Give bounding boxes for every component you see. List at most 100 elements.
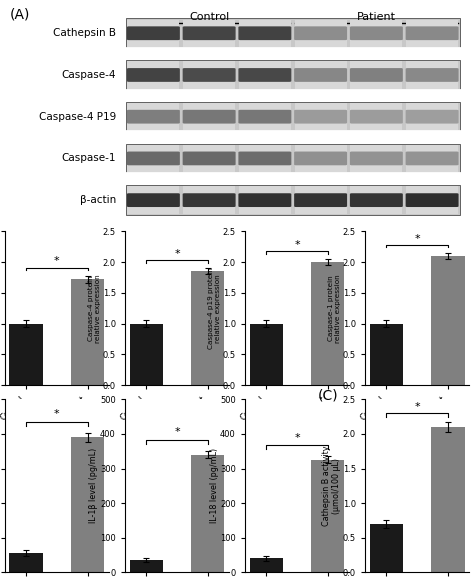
Bar <box>370 524 403 572</box>
Bar <box>239 20 291 47</box>
Text: Caspase-4 P19: Caspase-4 P19 <box>39 112 116 122</box>
Bar <box>126 102 460 131</box>
Text: *: * <box>414 402 420 412</box>
Bar <box>406 61 458 88</box>
Bar <box>239 144 291 172</box>
Bar <box>183 144 235 172</box>
FancyBboxPatch shape <box>294 151 347 165</box>
FancyBboxPatch shape <box>182 193 236 207</box>
Bar <box>191 271 224 385</box>
FancyBboxPatch shape <box>182 68 236 82</box>
FancyBboxPatch shape <box>350 68 403 82</box>
Bar <box>128 61 179 88</box>
Bar <box>350 187 402 214</box>
FancyBboxPatch shape <box>406 193 458 207</box>
Bar <box>71 438 104 572</box>
FancyBboxPatch shape <box>127 110 180 124</box>
Text: β-actin: β-actin <box>80 195 116 205</box>
Bar <box>239 187 291 214</box>
Y-axis label: Caspase-1 protein
relative expression: Caspase-1 protein relative expression <box>328 274 341 343</box>
Bar <box>431 256 465 385</box>
Y-axis label: Cathepsin B activity
(μmol/100 μL): Cathepsin B activity (μmol/100 μL) <box>322 446 341 526</box>
Text: *: * <box>54 409 60 420</box>
Bar <box>128 103 179 131</box>
Bar <box>250 558 283 572</box>
Text: *: * <box>54 257 60 266</box>
FancyBboxPatch shape <box>238 27 292 40</box>
Bar <box>71 279 104 385</box>
Bar <box>183 20 235 47</box>
Bar <box>183 61 235 88</box>
Bar <box>9 553 43 572</box>
Y-axis label: Caspase-4 protein
relative expression: Caspase-4 protein relative expression <box>88 274 101 343</box>
FancyBboxPatch shape <box>294 110 347 124</box>
Bar <box>126 60 460 90</box>
Bar <box>295 103 346 131</box>
Bar <box>129 324 163 385</box>
Bar <box>295 187 346 214</box>
FancyBboxPatch shape <box>294 27 347 40</box>
Bar <box>129 560 163 572</box>
Bar <box>406 187 458 214</box>
FancyBboxPatch shape <box>350 27 403 40</box>
Bar <box>128 144 179 172</box>
Text: (A): (A) <box>9 8 30 22</box>
FancyBboxPatch shape <box>127 27 180 40</box>
FancyBboxPatch shape <box>182 110 236 124</box>
Bar <box>9 324 43 385</box>
Bar <box>295 20 346 47</box>
FancyBboxPatch shape <box>127 151 180 165</box>
FancyBboxPatch shape <box>294 68 347 82</box>
FancyBboxPatch shape <box>406 27 458 40</box>
FancyBboxPatch shape <box>294 193 347 207</box>
Bar <box>295 144 346 172</box>
FancyBboxPatch shape <box>238 193 292 207</box>
Bar <box>239 103 291 131</box>
FancyBboxPatch shape <box>182 27 236 40</box>
FancyBboxPatch shape <box>238 68 292 82</box>
Bar <box>239 61 291 88</box>
Y-axis label: IL-18 level (pg/mL): IL-18 level (pg/mL) <box>210 448 219 523</box>
Bar <box>295 61 346 88</box>
Bar <box>431 427 465 572</box>
Bar <box>126 186 460 215</box>
Text: (C): (C) <box>318 389 338 403</box>
Bar <box>370 324 403 385</box>
Y-axis label: Caspase-4 p19 protein
relative expression: Caspase-4 p19 protein relative expressio… <box>208 268 221 349</box>
FancyBboxPatch shape <box>127 193 180 207</box>
FancyBboxPatch shape <box>182 151 236 165</box>
Y-axis label: IL-1β level (pg/mL): IL-1β level (pg/mL) <box>90 448 99 524</box>
FancyBboxPatch shape <box>406 151 458 165</box>
FancyBboxPatch shape <box>350 110 403 124</box>
FancyBboxPatch shape <box>350 193 403 207</box>
Text: Patient: Patient <box>357 12 396 22</box>
FancyBboxPatch shape <box>350 151 403 165</box>
Bar <box>128 187 179 214</box>
Bar <box>350 144 402 172</box>
FancyBboxPatch shape <box>406 68 458 82</box>
Bar <box>406 103 458 131</box>
Text: Caspase-4: Caspase-4 <box>62 70 116 80</box>
Text: Control: Control <box>189 12 229 22</box>
FancyBboxPatch shape <box>127 68 180 82</box>
Bar <box>311 460 345 572</box>
Bar <box>406 20 458 47</box>
Text: *: * <box>174 249 180 259</box>
FancyBboxPatch shape <box>238 151 292 165</box>
Text: Caspase-1: Caspase-1 <box>62 153 116 164</box>
Bar <box>126 143 460 173</box>
Text: *: * <box>174 427 180 438</box>
Bar <box>183 103 235 131</box>
Bar <box>191 455 224 572</box>
Bar <box>128 20 179 47</box>
FancyBboxPatch shape <box>406 110 458 124</box>
Bar <box>311 262 345 385</box>
FancyBboxPatch shape <box>238 110 292 124</box>
Text: *: * <box>294 432 300 443</box>
Text: *: * <box>294 240 300 250</box>
Text: Cathepsin B: Cathepsin B <box>53 28 116 38</box>
Bar <box>183 187 235 214</box>
Bar <box>250 324 283 385</box>
Bar <box>350 61 402 88</box>
Bar <box>406 144 458 172</box>
